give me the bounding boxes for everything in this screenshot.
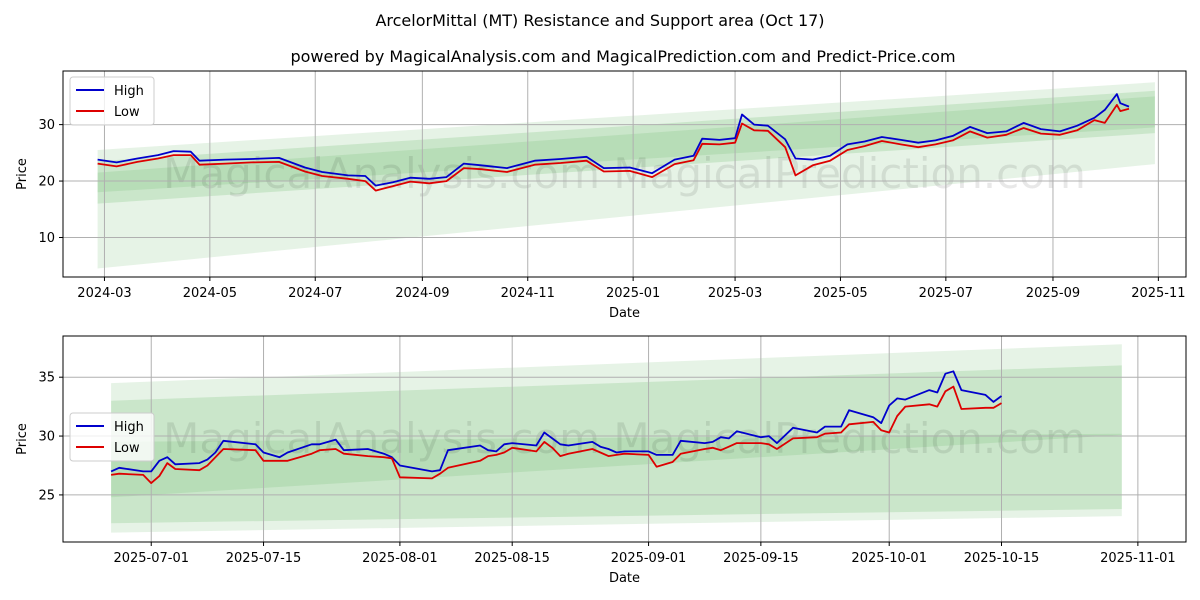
x-tick-label: 2025-10-15 [964, 551, 1040, 566]
x-tick-label: 2024-03 [77, 286, 131, 301]
x-tick-label: 2025-08-15 [474, 551, 550, 566]
x-tick-label: 2025-07-01 [113, 551, 189, 566]
x-tick-label: 2025-09-01 [611, 551, 687, 566]
legend: High Low [69, 76, 155, 126]
bottom-panel: MagicalAnalysis.com MagicalPrediction.co… [15, 335, 1187, 586]
x-tick-label: 2024-07 [288, 286, 342, 301]
x-tick-label: 2025-05 [813, 286, 867, 301]
x-tick-label: 2025-11 [1131, 286, 1185, 301]
x-tick-label: 2025-01 [606, 286, 660, 301]
y-tick-label: 35 [38, 371, 55, 386]
series-lines [110, 370, 1003, 484]
top-panel: MagicalAnalysis.com MagicalPrediction.co… [15, 70, 1187, 321]
y-tick-label: 10 [38, 231, 55, 246]
x-tick-label: 2025-03 [708, 286, 762, 301]
y-tick-label: 30 [38, 430, 55, 445]
x-tick-label: 2025-11-01 [1100, 551, 1176, 566]
legend-label-high: High [114, 420, 144, 435]
x-axis-label: Date [609, 571, 640, 586]
band-core [97, 96, 1155, 193]
support-resistance-bands [111, 344, 1122, 533]
chart-title: ArcelorMittal (MT) Resistance and Suppor… [375, 11, 824, 30]
x-tick-label: 2025-09-15 [723, 551, 799, 566]
band-inner [111, 365, 1122, 524]
x-axis-label: Date [609, 306, 640, 321]
y-axis-label: Price [15, 158, 30, 190]
x-tick-label: 2025-10-01 [851, 551, 927, 566]
y-tick-label: 25 [38, 488, 55, 503]
x-tick-label: 2024-11 [501, 286, 555, 301]
plot-frame [62, 70, 1187, 278]
x-tick-label: 2025-07-15 [226, 551, 302, 566]
chart-subtitle: powered by MagicalAnalysis.com and Magic… [290, 47, 955, 66]
x-tick-label: 2025-09 [1026, 286, 1080, 301]
x-tick-label: 2025-07 [919, 286, 973, 301]
legend: High Low [69, 412, 155, 462]
plot-frame [62, 335, 1187, 543]
x-tick-label: 2024-09 [395, 286, 449, 301]
x-tick-label: 2025-08-01 [362, 551, 438, 566]
series-line-low [97, 104, 1130, 192]
band-outer [111, 344, 1122, 533]
watermark-text: MagicalAnalysis.com MagicalPrediction.co… [163, 149, 1086, 198]
legend-label-high: High [114, 84, 144, 99]
legend-label-low: Low [114, 105, 140, 120]
legend-label-low: Low [114, 441, 140, 456]
series-line-high [97, 93, 1130, 187]
watermark-text: MagicalAnalysis.com MagicalPrediction.co… [163, 414, 1086, 463]
y-tick-label: 30 [38, 118, 55, 133]
band-outer [97, 82, 1155, 269]
series-lines [97, 93, 1130, 192]
x-tick-label: 2024-05 [183, 286, 237, 301]
series-line-low [110, 385, 1002, 484]
y-tick-label: 20 [38, 175, 55, 190]
y-axis-label: Price [15, 423, 30, 455]
series-line-high [110, 370, 1003, 473]
